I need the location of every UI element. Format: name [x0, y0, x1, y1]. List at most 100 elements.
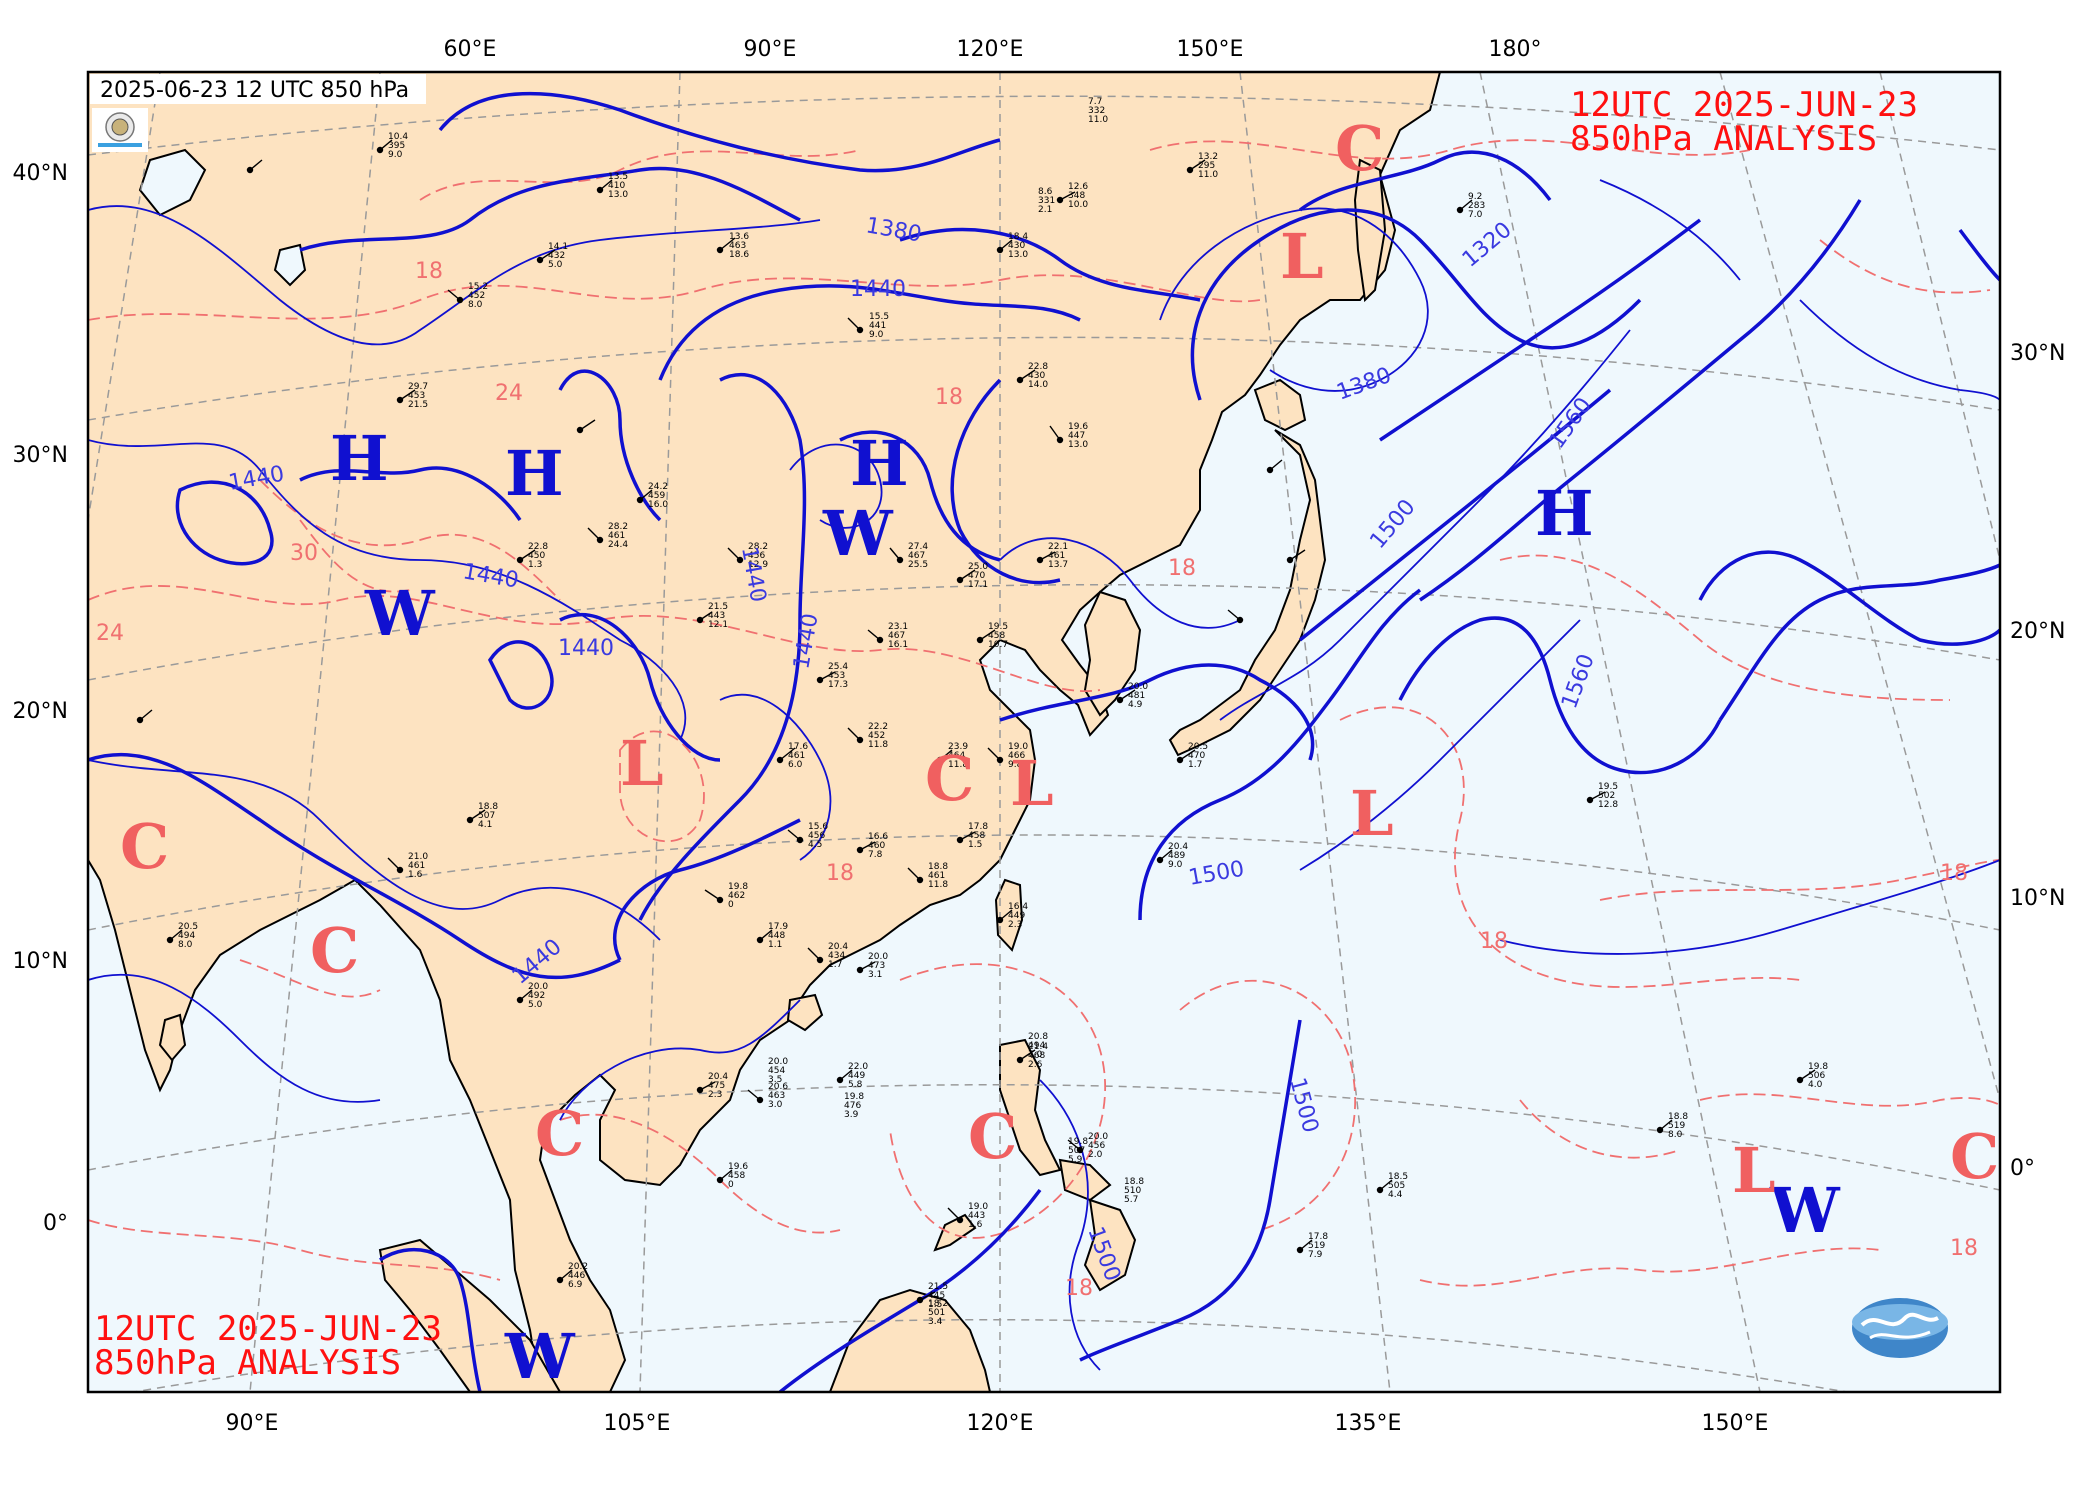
station-value: 461: [788, 751, 805, 761]
bottom-lon-label: 90°E: [226, 1411, 279, 1436]
station-value: 453: [828, 671, 845, 681]
station-value: 17.3: [828, 680, 848, 690]
station-value: 19.8: [728, 882, 748, 892]
station-value: 6.0: [788, 760, 803, 770]
station-value: 20.0: [528, 982, 548, 992]
station-value: 13.7: [1048, 560, 1068, 570]
warm-center-symbol: W: [1769, 1174, 1841, 1247]
high-center-symbol: H: [850, 427, 909, 500]
station-value: 449: [848, 1071, 865, 1081]
cold-center-symbol: C: [925, 742, 974, 815]
station-value: 5.0: [528, 1000, 543, 1010]
station-value: 447: [1068, 431, 1085, 441]
station-value: 19.6: [1068, 422, 1088, 432]
station-value: 18.6: [729, 250, 749, 260]
top-lon-label: 180°: [1489, 37, 1542, 62]
station-value: 1.6: [968, 1220, 983, 1230]
station-value: 5.7: [1124, 1195, 1138, 1205]
temp-contour-labels: 18 24 30 24 18 18 18 18 18 18 18: [96, 259, 1978, 1301]
station-value: 4.9: [1128, 700, 1143, 710]
low-center-symbol: L: [1010, 747, 1054, 820]
station-value: 28.2: [748, 542, 768, 552]
right-lat-label: 10°N: [2010, 886, 2065, 911]
station-value: 507: [478, 811, 495, 821]
station-value: 441: [869, 321, 886, 331]
temp-label: 24: [495, 381, 523, 406]
station-value: 21.5: [708, 602, 728, 612]
station-value: 18.8: [1124, 1177, 1144, 1187]
station-value: 11.8: [948, 760, 968, 770]
station-value: 17.1: [968, 580, 988, 590]
station-value: 505: [1388, 1181, 1405, 1191]
station-value: 15.2: [468, 282, 488, 292]
station-value: 4.0: [1808, 1080, 1823, 1090]
map-frame: [86, 70, 2002, 1394]
station-value: 466: [1008, 751, 1025, 761]
station-value: 434: [828, 951, 845, 961]
station-value: 452: [468, 291, 485, 301]
station-value: 1.5: [928, 1300, 942, 1310]
station-value: 458: [988, 631, 1005, 641]
temp-label: 18: [1950, 1236, 1978, 1261]
station-value: 18.5: [1388, 1172, 1408, 1182]
station-value: 10.0: [1068, 200, 1088, 210]
land-mindanao: [1083, 1198, 1137, 1292]
station-value: 410: [608, 181, 625, 191]
station-value: 461: [408, 861, 425, 871]
station-value: 0: [728, 1180, 734, 1190]
station-value: 395: [388, 141, 405, 151]
station-value: 3.9: [844, 1110, 859, 1120]
station-value: 20.8: [1028, 1032, 1048, 1042]
land-japan: [1168, 429, 1327, 757]
station-value: 14.1: [548, 242, 568, 252]
right-lat-label: 0°: [2010, 1156, 2035, 1181]
station-value: 432: [548, 251, 565, 261]
cold-center-symbol: C: [1950, 1120, 1999, 1193]
station-value: 18.2: [928, 1299, 948, 1309]
station-value: 21.4: [1028, 1042, 1048, 1052]
station-value: 2.3: [708, 1090, 722, 1100]
station-value: 7.8: [868, 850, 883, 860]
station-value: 456: [1088, 1141, 1105, 1151]
temp-label: 18: [826, 861, 854, 886]
station-value: 10.4: [388, 132, 408, 142]
station-value: 470: [1188, 751, 1205, 761]
right-lat-label: 30°N: [2010, 341, 2065, 366]
land-luzon: [999, 1038, 1062, 1177]
station-value: 1.1: [768, 940, 782, 950]
station-value: 5.0: [548, 260, 563, 270]
cold-center-symbol: C: [968, 1100, 1017, 1173]
station-value: 20.4: [1168, 842, 1188, 852]
station-value: 19.5: [1598, 782, 1618, 792]
station-value: 9.2: [1468, 192, 1482, 202]
cold-center-symbol: C: [1335, 112, 1384, 185]
station-value: 20.0: [1088, 1132, 1108, 1142]
datetime-box: [90, 74, 426, 104]
station-value: 16.1: [888, 640, 908, 650]
station-value: 470: [968, 571, 985, 581]
station-value: 19.0: [968, 1202, 988, 1212]
station-value: 445: [928, 1291, 945, 1301]
station-value: 20.5: [178, 922, 198, 932]
